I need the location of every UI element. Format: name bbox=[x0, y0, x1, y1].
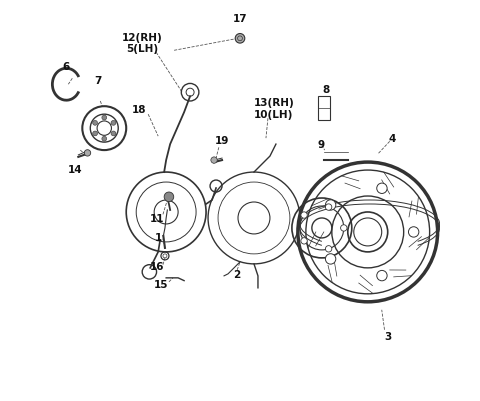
Circle shape bbox=[211, 158, 217, 164]
Text: 3: 3 bbox=[384, 331, 391, 341]
Text: 12(RH)
5(LH): 12(RH) 5(LH) bbox=[122, 32, 163, 54]
Text: 19: 19 bbox=[215, 136, 229, 146]
Text: 9: 9 bbox=[317, 140, 324, 150]
Circle shape bbox=[93, 121, 97, 126]
Circle shape bbox=[325, 205, 332, 211]
Text: 8: 8 bbox=[322, 85, 329, 95]
Circle shape bbox=[102, 116, 107, 121]
Text: 6: 6 bbox=[63, 62, 70, 72]
Circle shape bbox=[408, 227, 419, 237]
Circle shape bbox=[111, 132, 116, 136]
Text: 16: 16 bbox=[150, 261, 165, 271]
Circle shape bbox=[301, 212, 307, 219]
Text: 1: 1 bbox=[155, 232, 162, 242]
Circle shape bbox=[341, 225, 347, 231]
Text: 17: 17 bbox=[233, 14, 247, 24]
FancyBboxPatch shape bbox=[318, 97, 330, 121]
Text: 14: 14 bbox=[68, 164, 83, 174]
Text: 2: 2 bbox=[233, 269, 240, 279]
Text: 11: 11 bbox=[150, 213, 165, 223]
Text: 18: 18 bbox=[132, 105, 147, 115]
Circle shape bbox=[325, 200, 336, 211]
Circle shape bbox=[301, 238, 307, 245]
Circle shape bbox=[93, 132, 97, 136]
Circle shape bbox=[111, 121, 116, 126]
Circle shape bbox=[325, 246, 332, 252]
Circle shape bbox=[84, 150, 91, 157]
Circle shape bbox=[325, 254, 336, 264]
Circle shape bbox=[102, 137, 107, 142]
Text: 7: 7 bbox=[95, 76, 102, 86]
Circle shape bbox=[377, 271, 387, 281]
Circle shape bbox=[235, 34, 245, 44]
Text: 13(RH)
10(LH): 13(RH) 10(LH) bbox=[253, 98, 294, 119]
Circle shape bbox=[377, 184, 387, 194]
Circle shape bbox=[164, 192, 174, 202]
Text: 15: 15 bbox=[154, 279, 168, 289]
Text: 4: 4 bbox=[389, 134, 396, 144]
